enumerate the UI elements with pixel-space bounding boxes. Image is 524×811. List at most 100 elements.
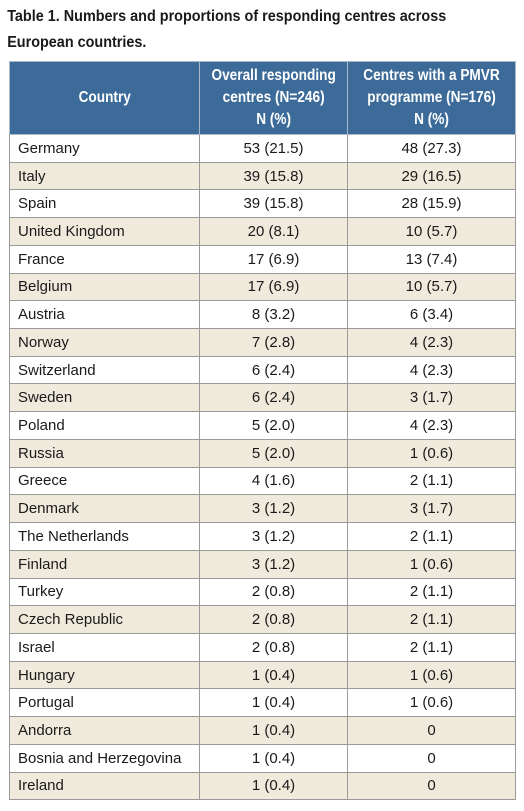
table-row: United Kingdom 20 (8.1) 10 (5.7)	[9, 217, 516, 246]
country-cell: Austria	[9, 300, 200, 330]
pmvr-cell: 28 (15.9)	[347, 189, 516, 219]
table-row: Ireland 1 (0.4) 0	[9, 771, 516, 801]
overall-cell: 4 (1.6)	[199, 466, 348, 496]
overall-cell: 53 (21.5)	[199, 134, 348, 163]
pmvr-cell: 4 (2.3)	[347, 328, 516, 357]
pmvr-cell: 1 (0.6)	[347, 549, 516, 579]
table-row: Finland 3 (1.2) 1 (0.6)	[9, 549, 516, 579]
overall-cell: 1 (0.4)	[199, 743, 348, 773]
overall-cell: 17 (6.9)	[199, 244, 348, 274]
header-country-label: Country	[78, 89, 131, 106]
overall-cell: 5 (2.0)	[199, 438, 348, 468]
overall-cell: 3 (1.2)	[199, 494, 348, 524]
table-row: Austria 8 (3.2) 6 (3.4)	[9, 300, 516, 330]
country-cell: Israel	[9, 632, 200, 662]
overall-cell: 17 (6.9)	[199, 272, 348, 302]
caption-line-2: European countries.	[7, 34, 147, 51]
pmvr-cell: 29 (16.5)	[347, 161, 516, 191]
pmvr-cell: 4 (2.3)	[347, 355, 516, 385]
overall-cell: 1 (0.4)	[199, 688, 348, 718]
pmvr-cell: 10 (5.7)	[347, 217, 516, 246]
table-row: Norway 7 (2.8) 4 (2.3)	[9, 328, 516, 357]
header-overall-line-1: Overall responding	[211, 67, 336, 84]
country-cell: Czech Republic	[9, 605, 200, 634]
overall-cell: 3 (1.2)	[199, 522, 348, 551]
pmvr-cell: 48 (27.3)	[347, 134, 516, 163]
pmvr-cell: 13 (7.4)	[347, 244, 516, 274]
country-cell: Switzerland	[9, 355, 200, 385]
overall-cell: 2 (0.8)	[199, 577, 348, 607]
header-row: Country Overall responding centres (N=24…	[9, 61, 516, 135]
table-row: Germany 53 (21.5) 48 (27.3)	[9, 134, 516, 163]
overall-cell: 39 (15.8)	[199, 189, 348, 219]
country-cell: Andorra	[9, 716, 200, 745]
country-cell: Sweden	[9, 383, 200, 413]
pmvr-cell: 2 (1.1)	[347, 466, 516, 496]
table-caption: Table 1. Numbers and proportions of resp…	[0, 0, 504, 56]
header-pmvr-line-2: programme (N=176)	[367, 89, 496, 106]
table-row: Israel 2 (0.8) 2 (1.1)	[9, 632, 516, 662]
table-row: Poland 5 (2.0) 4 (2.3)	[9, 411, 516, 440]
pmvr-cell: 2 (1.1)	[347, 605, 516, 634]
overall-cell: 1 (0.4)	[199, 771, 348, 801]
country-cell: Bosnia and Herzegovina	[9, 743, 200, 773]
table-row: Turkey 2 (0.8) 2 (1.1)	[9, 577, 516, 607]
country-cell: United Kingdom	[9, 217, 200, 246]
pmvr-cell: 2 (1.1)	[347, 632, 516, 662]
overall-cell: 6 (2.4)	[199, 355, 348, 385]
pmvr-cell: 3 (1.7)	[347, 494, 516, 524]
pmvr-cell: 0	[347, 771, 516, 801]
pmvr-cell: 2 (1.1)	[347, 577, 516, 607]
table-row: The Netherlands 3 (1.2) 2 (1.1)	[9, 522, 516, 551]
table-row: Greece 4 (1.6) 2 (1.1)	[9, 466, 516, 496]
country-cell: France	[9, 244, 200, 274]
table-row: Spain 39 (15.8) 28 (15.9)	[9, 189, 516, 219]
data-table: Country Overall responding centres (N=24…	[9, 61, 516, 801]
overall-cell: 6 (2.4)	[199, 383, 348, 413]
pmvr-cell: 1 (0.6)	[347, 660, 516, 690]
country-cell: Italy	[9, 161, 200, 191]
table-row: Bosnia and Herzegovina 1 (0.4) 0	[9, 743, 516, 773]
pmvr-cell: 1 (0.6)	[347, 438, 516, 468]
country-cell: Denmark	[9, 494, 200, 524]
overall-cell: 20 (8.1)	[199, 217, 348, 246]
overall-cell: 2 (0.8)	[199, 605, 348, 634]
header-pmvr: Centres with a PMVR programme (N=176) N …	[347, 61, 516, 135]
caption-line-1: Table 1. Numbers and proportions of resp…	[7, 8, 447, 25]
overall-cell: 7 (2.8)	[199, 328, 348, 357]
country-cell: Poland	[9, 411, 200, 440]
overall-cell: 8 (3.2)	[199, 300, 348, 330]
overall-cell: 39 (15.8)	[199, 161, 348, 191]
pmvr-cell: 0	[347, 743, 516, 773]
pmvr-cell: 0	[347, 716, 516, 745]
country-cell: Belgium	[9, 272, 200, 302]
overall-cell: 1 (0.4)	[199, 716, 348, 745]
country-cell: Hungary	[9, 660, 200, 690]
pmvr-cell: 4 (2.3)	[347, 411, 516, 440]
overall-cell: 2 (0.8)	[199, 632, 348, 662]
country-cell: Norway	[9, 328, 200, 357]
country-cell: Russia	[9, 438, 200, 468]
table-row: Denmark 3 (1.2) 3 (1.7)	[9, 494, 516, 524]
header-country: Country	[9, 61, 200, 135]
table-row: Belgium 17 (6.9) 10 (5.7)	[9, 272, 516, 302]
table-row: Switzerland 6 (2.4) 4 (2.3)	[9, 355, 516, 385]
overall-cell: 1 (0.4)	[199, 660, 348, 690]
table-body: Germany 53 (21.5) 48 (27.3) Italy 39 (15.8) 2…	[9, 134, 516, 801]
header-overall: Overall responding centres (N=246) N (%)	[199, 61, 348, 135]
table-row: Sweden 6 (2.4) 3 (1.7)	[9, 383, 516, 413]
country-cell: The Netherlands	[9, 522, 200, 551]
table-row: Portugal 1 (0.4) 1 (0.6)	[9, 688, 516, 718]
header-pmvr-line-1: Centres with a PMVR	[363, 67, 500, 84]
header-overall-line-2: centres (N=246)	[222, 89, 325, 106]
table-row: Hungary 1 (0.4) 1 (0.6)	[9, 660, 516, 690]
table-row: France 17 (6.9) 13 (7.4)	[9, 244, 516, 274]
country-cell: Greece	[9, 466, 200, 496]
table-row: Russia 5 (2.0) 1 (0.6)	[9, 438, 516, 468]
pmvr-cell: 10 (5.7)	[347, 272, 516, 302]
pmvr-cell: 6 (3.4)	[347, 300, 516, 330]
overall-cell: 3 (1.2)	[199, 549, 348, 579]
pmvr-cell: 1 (0.6)	[347, 688, 516, 718]
header-overall-line-3: N (%)	[256, 111, 291, 128]
country-cell: Spain	[9, 189, 200, 219]
